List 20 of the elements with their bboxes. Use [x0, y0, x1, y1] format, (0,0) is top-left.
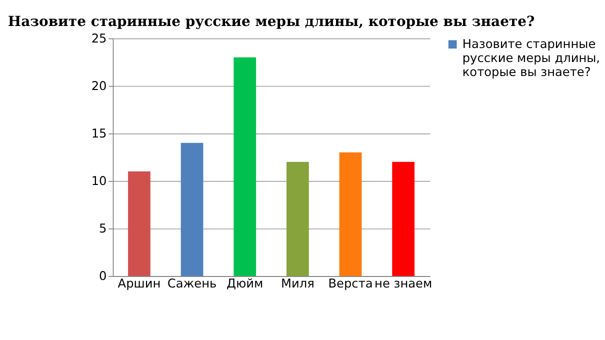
x-tick-label: Сажень	[167, 276, 217, 291]
y-tick-label: 20	[91, 79, 107, 94]
bar	[392, 162, 415, 276]
bar	[128, 171, 150, 276]
y-tick-label: 5	[99, 222, 107, 236]
y-tick-label: 10	[91, 174, 107, 188]
bar	[180, 142, 204, 276]
x-tick-label: Верста	[328, 276, 373, 291]
x-tick-label: Дюйм	[226, 276, 264, 291]
x-tick-label: не знаем	[374, 276, 432, 291]
bar	[234, 57, 256, 276]
x-tick-label: Миля	[281, 276, 314, 291]
y-tick-label: 0	[99, 269, 107, 284]
legend-label: Назовите старинные русские меры длины, которые вы знаете?	[462, 37, 600, 80]
y-tick-label: 25	[91, 32, 107, 46]
x-tick-label: Аршин	[118, 276, 161, 291]
bar	[286, 162, 309, 276]
chart-title: Назовите старинные русские меры длины, которые вы знаете?	[8, 14, 535, 30]
bar	[339, 152, 362, 276]
y-tick-label: 15	[91, 126, 107, 141]
